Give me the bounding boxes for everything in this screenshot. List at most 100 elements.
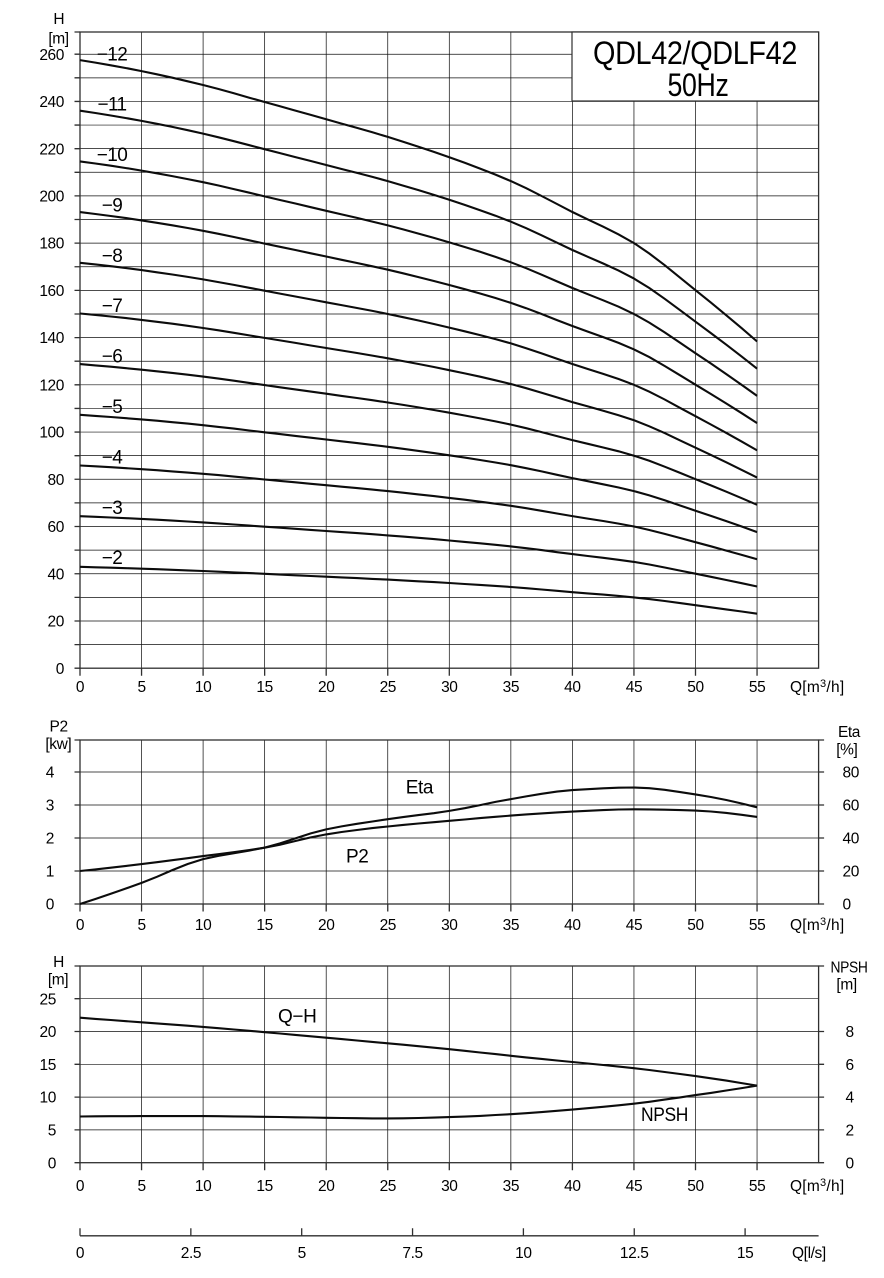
svg-text:NPSH: NPSH bbox=[641, 1105, 688, 1126]
svg-text:7.5: 7.5 bbox=[402, 1245, 422, 1262]
svg-text:Q−H: Q−H bbox=[278, 1007, 316, 1028]
svg-text:QDL42/QDLF42: QDL42/QDLF42 bbox=[593, 35, 797, 71]
svg-text:−12: −12 bbox=[97, 44, 127, 65]
svg-text:30: 30 bbox=[441, 917, 458, 934]
svg-text:60: 60 bbox=[48, 519, 65, 536]
svg-text:15: 15 bbox=[737, 1245, 753, 1262]
svg-text:−9: −9 bbox=[102, 196, 122, 217]
svg-text:25: 25 bbox=[380, 1178, 396, 1195]
svg-text:180: 180 bbox=[39, 236, 64, 253]
svg-text:0: 0 bbox=[76, 1178, 85, 1195]
svg-text:50: 50 bbox=[687, 1178, 704, 1195]
svg-text:15: 15 bbox=[40, 1057, 56, 1074]
svg-text:55: 55 bbox=[749, 917, 765, 934]
svg-text:[m]: [m] bbox=[48, 30, 68, 47]
svg-text:30: 30 bbox=[441, 1178, 458, 1195]
svg-text:[kw]: [kw] bbox=[45, 736, 71, 753]
svg-text:15: 15 bbox=[256, 679, 272, 696]
svg-text:4: 4 bbox=[46, 765, 55, 782]
svg-text:[m]: [m] bbox=[48, 972, 68, 989]
svg-text:Q[m3/h]: Q[m3/h] bbox=[790, 1177, 844, 1195]
svg-text:−11: −11 bbox=[97, 95, 126, 116]
svg-text:50: 50 bbox=[687, 679, 704, 696]
svg-text:−7: −7 bbox=[102, 296, 122, 317]
svg-text:0: 0 bbox=[76, 917, 85, 934]
svg-text:−3: −3 bbox=[102, 498, 122, 519]
svg-text:100: 100 bbox=[39, 425, 64, 442]
svg-text:80: 80 bbox=[48, 472, 65, 489]
svg-text:0: 0 bbox=[843, 897, 852, 914]
svg-text:−6: −6 bbox=[102, 347, 122, 368]
svg-text:0: 0 bbox=[846, 1155, 855, 1172]
svg-text:Q[m3/h]: Q[m3/h] bbox=[790, 916, 844, 934]
svg-text:160: 160 bbox=[39, 283, 64, 300]
svg-text:NPSH: NPSH bbox=[831, 960, 868, 977]
svg-text:45: 45 bbox=[626, 1178, 642, 1195]
svg-text:35: 35 bbox=[503, 1178, 519, 1195]
svg-text:H: H bbox=[53, 954, 64, 971]
svg-text:50: 50 bbox=[687, 917, 704, 934]
svg-text:H: H bbox=[53, 11, 64, 28]
svg-text:20: 20 bbox=[318, 917, 335, 934]
svg-text:0: 0 bbox=[46, 897, 55, 914]
svg-text:10: 10 bbox=[195, 1178, 212, 1195]
svg-text:20: 20 bbox=[40, 1024, 57, 1041]
svg-text:20: 20 bbox=[843, 864, 860, 881]
svg-text:5: 5 bbox=[298, 1245, 306, 1262]
svg-text:0: 0 bbox=[76, 679, 85, 696]
svg-text:25: 25 bbox=[40, 991, 56, 1008]
svg-text:8: 8 bbox=[846, 1024, 854, 1041]
svg-text:5: 5 bbox=[137, 1178, 145, 1195]
svg-text:12.5: 12.5 bbox=[620, 1245, 649, 1262]
svg-text:5: 5 bbox=[137, 679, 145, 696]
svg-text:−2: −2 bbox=[102, 548, 122, 569]
svg-text:240: 240 bbox=[39, 94, 64, 111]
svg-text:4: 4 bbox=[846, 1090, 855, 1107]
svg-text:Eta: Eta bbox=[406, 778, 434, 799]
svg-text:60: 60 bbox=[843, 798, 860, 815]
svg-text:0: 0 bbox=[48, 1155, 57, 1172]
svg-text:35: 35 bbox=[503, 679, 519, 696]
svg-text:25: 25 bbox=[380, 679, 396, 696]
svg-text:80: 80 bbox=[843, 765, 860, 782]
svg-text:1: 1 bbox=[46, 864, 54, 881]
svg-text:40: 40 bbox=[564, 917, 581, 934]
svg-text:−10: −10 bbox=[97, 145, 127, 166]
svg-text:45: 45 bbox=[626, 679, 642, 696]
svg-text:55: 55 bbox=[749, 1178, 765, 1195]
svg-text:20: 20 bbox=[48, 614, 65, 631]
svg-text:55: 55 bbox=[749, 679, 765, 696]
svg-text:5: 5 bbox=[48, 1123, 56, 1140]
svg-text:−8: −8 bbox=[102, 246, 122, 267]
svg-text:260: 260 bbox=[39, 47, 64, 64]
svg-text:P2: P2 bbox=[346, 847, 368, 868]
svg-text:40: 40 bbox=[564, 679, 581, 696]
svg-text:10: 10 bbox=[515, 1245, 532, 1262]
svg-text:6: 6 bbox=[846, 1057, 854, 1074]
svg-text:15: 15 bbox=[256, 1178, 272, 1195]
svg-text:P2: P2 bbox=[50, 719, 68, 736]
svg-text:0: 0 bbox=[56, 661, 65, 678]
svg-text:10: 10 bbox=[40, 1090, 57, 1107]
svg-text:0: 0 bbox=[76, 1245, 85, 1262]
svg-text:2: 2 bbox=[846, 1123, 854, 1140]
svg-text:10: 10 bbox=[195, 679, 212, 696]
svg-text:2.5: 2.5 bbox=[181, 1245, 201, 1262]
svg-text:200: 200 bbox=[39, 189, 64, 206]
svg-text:[m]: [m] bbox=[836, 977, 856, 994]
svg-text:−4: −4 bbox=[102, 447, 123, 468]
svg-text:20: 20 bbox=[318, 679, 335, 696]
svg-text:3: 3 bbox=[46, 798, 54, 815]
svg-text:10: 10 bbox=[195, 917, 212, 934]
svg-text:[%]: [%] bbox=[836, 742, 857, 759]
svg-text:35: 35 bbox=[503, 917, 519, 934]
svg-text:40: 40 bbox=[48, 566, 65, 583]
svg-text:45: 45 bbox=[626, 917, 642, 934]
svg-text:120: 120 bbox=[39, 377, 64, 394]
svg-text:2: 2 bbox=[46, 831, 54, 848]
svg-text:30: 30 bbox=[441, 679, 458, 696]
svg-text:Q[l/s]: Q[l/s] bbox=[792, 1245, 826, 1262]
svg-text:5: 5 bbox=[137, 917, 145, 934]
svg-text:140: 140 bbox=[39, 330, 64, 347]
svg-text:−5: −5 bbox=[102, 397, 122, 418]
